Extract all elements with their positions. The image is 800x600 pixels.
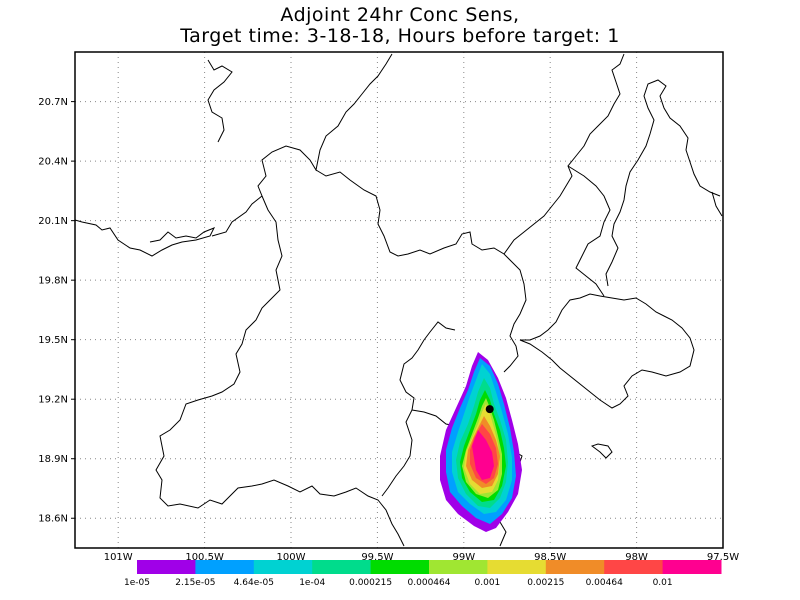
lon-tick-label: 97.5W [707, 552, 739, 563]
longitude-tick-labels: 101W 100.5W 100W 99.5W 99W 98.5W 98W 97.5W [104, 552, 739, 563]
lat-tick-label: 19.5N [38, 335, 68, 346]
colorbar-label: 0.00464 [585, 578, 623, 588]
colorbar-label: 1e-05 [124, 578, 150, 588]
lon-tick-label: 101W [104, 552, 133, 563]
colorbar-swatch [137, 560, 196, 574]
colorbar-label: 0.000464 [407, 578, 451, 588]
lat-tick-label: 18.6N [38, 514, 68, 525]
colorbar-label: 0.000215 [349, 578, 393, 588]
colorbar-label: 0.01 [652, 578, 673, 588]
lon-tick-label: 98.5W [534, 552, 566, 563]
lat-tick-label: 19.2N [38, 395, 68, 406]
lat-tick-label: 19.8N [38, 276, 68, 287]
latitude-tick-labels: 20.7N 20.4N 20.1N 19.8N 19.5N 19.2N 18.9N 18.6N [38, 97, 75, 525]
colorbar-swatch [662, 560, 722, 574]
target-location-marker [485, 405, 494, 414]
state-boundaries [74, 53, 723, 547]
colorbar [137, 560, 722, 574]
colorbar-swatch [487, 560, 547, 574]
lat-tick-label: 18.9N [38, 454, 68, 465]
colorbar-swatch [195, 560, 255, 574]
colorbar-label: 0.001 [474, 578, 501, 588]
lon-tick-label: 99.5W [361, 552, 393, 563]
lon-tick-label: 98W [625, 552, 648, 563]
lon-tick-label: 100.5W [185, 552, 224, 563]
colorbar-swatch [604, 560, 664, 574]
colorbar-swatch [370, 560, 430, 574]
plot-frame [74, 51, 724, 549]
lon-tick-label: 100W [277, 552, 306, 563]
colorbar-swatch [253, 560, 313, 574]
colorbar-label: 1e-04 [299, 578, 326, 588]
colorbar-swatch [429, 560, 488, 574]
sensitivity-plume [440, 352, 522, 532]
colorbar-swatch [545, 560, 605, 574]
colorbar-swatch [312, 560, 372, 574]
lat-tick-label: 20.1N [38, 216, 68, 227]
colorbar-label: 0.00215 [527, 578, 565, 588]
colorbar-label: 2.15e-05 [175, 578, 216, 588]
plot-title-line-2: Target time: 3-18-18, Hours before targe… [180, 25, 620, 47]
plot-title-line-1: Adjoint 24hr Conc Sens, [280, 4, 520, 26]
colorbar-label: 4.64e-05 [233, 578, 274, 588]
contour-level-0.01 [472, 430, 494, 480]
lon-tick-label: 99W [452, 552, 475, 563]
lat-tick-label: 20.7N [38, 97, 68, 108]
lat-tick-label: 20.4N [38, 157, 68, 168]
